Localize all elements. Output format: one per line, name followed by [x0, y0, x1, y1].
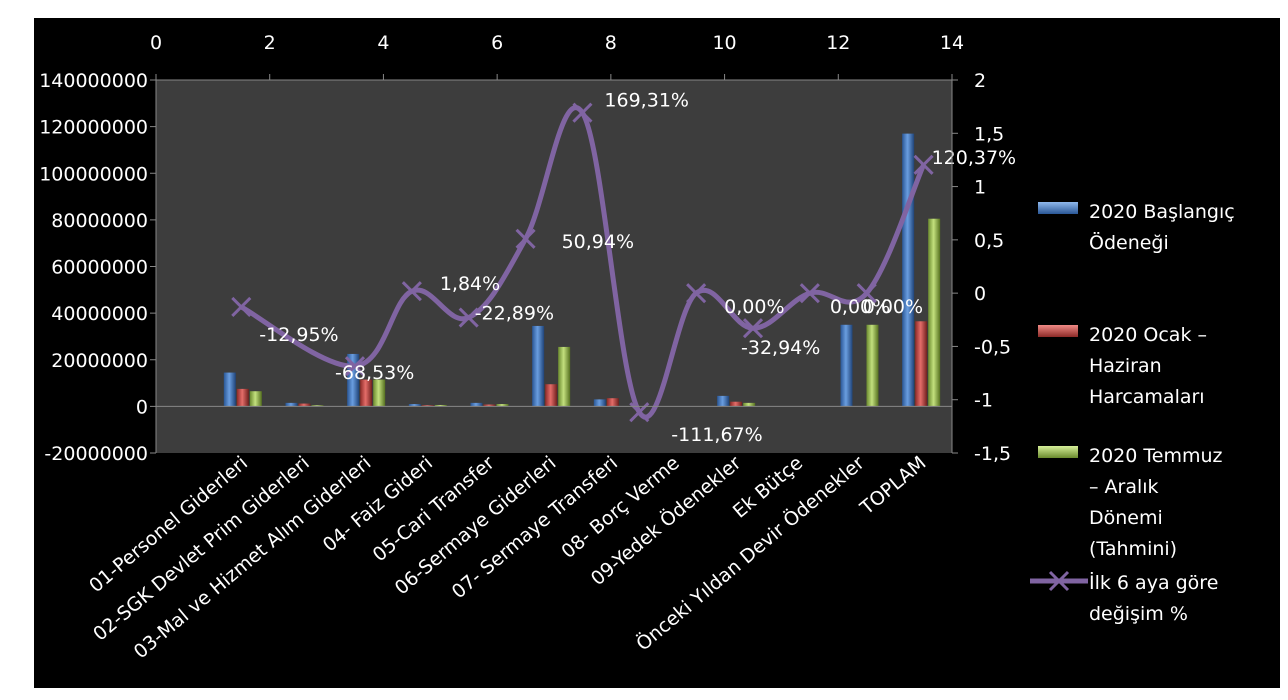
- bar-red: [483, 404, 496, 407]
- line-data-label: -68,53%: [335, 362, 414, 384]
- chart-frame: -12,95% -68,53% 1,84% -22,89% 50,94% 169,31% -…: [34, 18, 1280, 688]
- bar-green: [373, 379, 386, 407]
- bar-green: [249, 391, 262, 407]
- top-tick-label: 14: [940, 32, 964, 54]
- bar-blue: [840, 324, 853, 407]
- bar-blue: [717, 395, 730, 407]
- right-tick-label: 0,5: [974, 230, 1004, 252]
- bar-blue: [285, 402, 298, 407]
- line-marker: [231, 296, 252, 318]
- line-data-label: -32,94%: [741, 337, 820, 359]
- line-marker: [572, 102, 593, 123]
- bar-red: [545, 384, 558, 407]
- right-tick-label: 0: [974, 283, 986, 305]
- left-tick-label: 0: [136, 396, 148, 418]
- left-tick-label: -20000000: [44, 443, 148, 465]
- left-tick-label: 60000000: [51, 257, 148, 279]
- line-data-label: -12,95%: [259, 324, 338, 346]
- bar-blue: [532, 325, 545, 407]
- left-tick-label: 140000000: [39, 70, 148, 92]
- combo-chart: -12,95% -68,53% 1,84% -22,89% 50,94% 169,31% -…: [39, 32, 1235, 663]
- bar-red: [298, 403, 311, 407]
- bar-blue: [902, 133, 915, 407]
- line-marker: [742, 318, 764, 339]
- bar-blue: [408, 404, 421, 407]
- line-marker: [344, 356, 366, 377]
- bar-green: [866, 324, 879, 407]
- top-tick-label: 8: [605, 32, 617, 54]
- left-tick-label: 40000000: [51, 303, 148, 325]
- line-series-group: -12,95% -68,53% 1,84% -22,89% 50,94% 169,31% -…: [231, 90, 1017, 446]
- right-tick-label: -1: [974, 390, 993, 412]
- right-tick-label: -0,5: [974, 336, 1011, 358]
- top-tick-label: 6: [491, 32, 503, 54]
- line-data-label: 120,37%: [932, 147, 1017, 169]
- category-label: TOPLAM: [855, 452, 930, 520]
- legend-swatch-green: [1038, 446, 1078, 458]
- bar-red: [421, 405, 434, 407]
- line-data-label: 1,84%: [440, 273, 500, 295]
- bar-blue: [223, 372, 236, 407]
- bar-red: [915, 321, 928, 407]
- bar-series-group: [223, 133, 941, 407]
- right-tick-label: -1,5: [974, 443, 1011, 465]
- legend-label: 2020 Başlangıç Ödeneği: [1089, 201, 1235, 254]
- bar-red: [730, 401, 743, 407]
- bar-blue: [593, 399, 606, 407]
- right-tick-label: 1: [974, 177, 986, 199]
- line-data-label: 0,00%: [724, 296, 784, 318]
- left-tick-label: 20000000: [51, 350, 148, 372]
- left-tick-label: 120000000: [39, 117, 148, 139]
- line-marker: [913, 154, 934, 175]
- right-tick-label: 1,5: [974, 123, 1004, 145]
- line-data-label: -22,89%: [475, 303, 554, 325]
- legend-label: İlk 6 aya göre değişim %: [1089, 571, 1218, 625]
- legend-swatch-blue: [1038, 202, 1078, 214]
- line-marker: [458, 307, 479, 328]
- top-tick-label: 2: [264, 32, 276, 54]
- legend-label: 2020 Temmuz – Aralık Dönemi (Tahmini): [1089, 445, 1223, 560]
- line-marker: [401, 281, 422, 302]
- line-marker: [686, 283, 707, 304]
- legend-swatch-marker: [1048, 570, 1070, 592]
- left-tick-label: 80000000: [51, 210, 148, 232]
- bar-green: [558, 346, 571, 407]
- bar-green: [311, 405, 324, 407]
- legend: 2020 Başlangıç Ödeneği 2020 Ocak – Haziran H…: [1030, 201, 1235, 625]
- line-marker: [515, 228, 536, 249]
- bar-blue: [470, 402, 483, 407]
- bar-red: [606, 398, 619, 407]
- bar-green: [743, 402, 756, 407]
- line-data-label: 0,00%: [863, 296, 923, 318]
- line-marker: [799, 283, 820, 304]
- line-data-label: 169,31%: [604, 90, 689, 112]
- legend-label: 2020 Ocak – Haziran Harcamaları: [1089, 324, 1207, 408]
- bar-green: [496, 404, 509, 407]
- right-tick-label: 2: [974, 70, 986, 92]
- line-marker: [856, 283, 877, 304]
- top-tick-label: 10: [712, 32, 736, 54]
- top-tick-label: 0: [150, 32, 162, 54]
- line-data-label: -111,67%: [671, 424, 762, 446]
- bar-green: [928, 218, 941, 407]
- bar-green: [434, 404, 447, 407]
- line-data-label: 50,94%: [562, 231, 634, 253]
- bar-red: [236, 388, 249, 407]
- top-tick-label: 4: [377, 32, 389, 54]
- legend-swatch-red: [1038, 325, 1078, 337]
- bar-red: [360, 379, 373, 407]
- left-tick-label: 100000000: [39, 163, 148, 185]
- category-label: 03-Mal ve Hizmet Alım Giderleri: [130, 452, 376, 663]
- top-tick-label: 12: [826, 32, 850, 54]
